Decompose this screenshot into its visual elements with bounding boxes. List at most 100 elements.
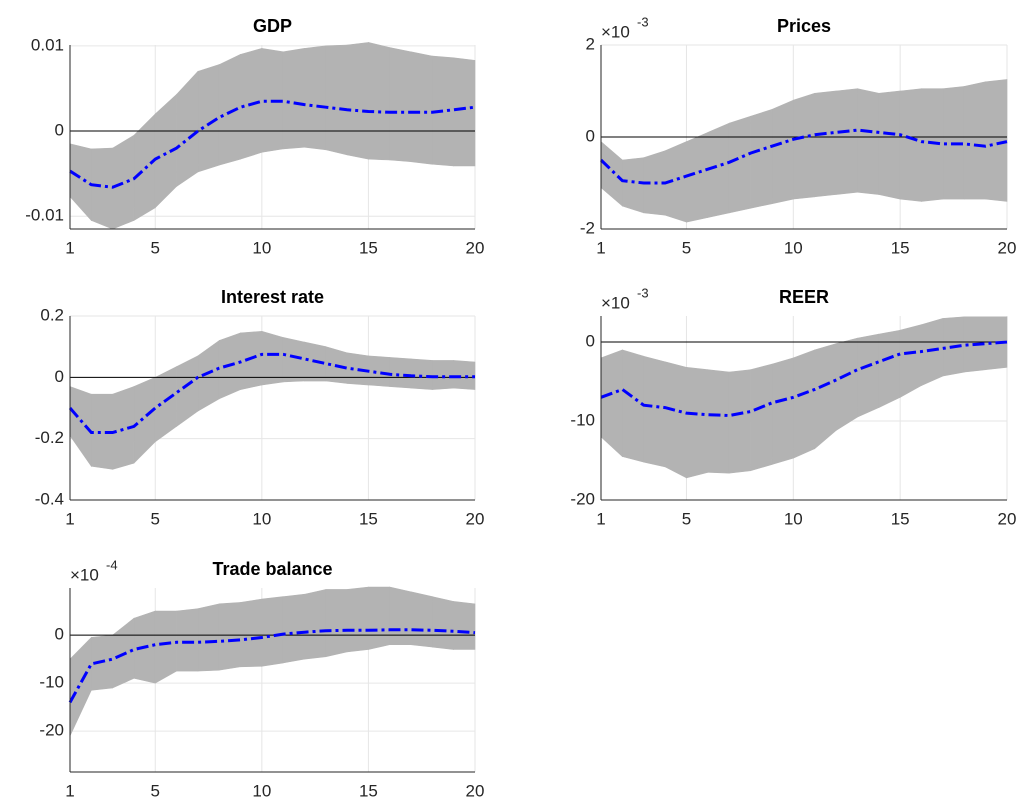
confidence-band — [389, 47, 412, 163]
confidence-band — [197, 339, 220, 412]
axis-multiplier: ×10 — [70, 565, 99, 584]
confidence-band — [197, 603, 220, 672]
confidence-band — [389, 357, 412, 389]
confidence-band — [112, 134, 135, 230]
x-tick-label: 10 — [252, 781, 271, 800]
x-tick-label: 20 — [466, 781, 485, 800]
confidence-band — [453, 601, 476, 650]
median-line — [600, 340, 1008, 418]
confidence-band — [686, 366, 709, 479]
confidence-band — [835, 337, 858, 432]
confidence-band — [176, 70, 199, 187]
y-tick-label: -0.01 — [25, 206, 64, 225]
x-tick-label: 15 — [891, 509, 910, 528]
confidence-band — [368, 355, 391, 387]
confidence-band — [814, 90, 837, 198]
confidence-band — [282, 48, 305, 150]
confidence-band — [240, 331, 263, 390]
subplot-title: REER — [779, 287, 829, 307]
median-line — [599, 128, 1008, 185]
x-tick-label: 5 — [151, 238, 160, 257]
confidence-band — [878, 90, 901, 200]
confidence-band — [643, 355, 666, 468]
x-tick-label: 15 — [891, 238, 910, 257]
confidence-band — [282, 593, 305, 664]
confidence-band — [432, 596, 454, 650]
confidence-band — [368, 42, 391, 161]
confidence-band — [368, 586, 391, 650]
confidence-band — [453, 57, 476, 167]
confidence-band — [921, 317, 944, 386]
y-tick-label: 0 — [55, 367, 64, 386]
axis-exponent: -3 — [637, 285, 649, 300]
y-tick-label: -0.4 — [35, 489, 64, 508]
confidence-band — [728, 369, 751, 474]
y-tick-label: -10 — [570, 411, 595, 430]
confidence-band — [389, 586, 412, 645]
axis-exponent: -3 — [637, 14, 649, 29]
confidence-band — [453, 360, 476, 390]
confidence-band — [771, 99, 794, 205]
x-tick-label: 15 — [359, 238, 378, 257]
subplot-title: GDP — [253, 16, 292, 36]
median-line — [68, 628, 476, 704]
y-tick-label: 0.01 — [31, 35, 64, 54]
confidence-band — [69, 386, 92, 468]
confidence-band — [622, 349, 645, 463]
x-tick-label: 1 — [65, 509, 74, 528]
confidence-band — [985, 79, 1008, 202]
confidence-band — [154, 610, 177, 684]
y-tick-label: 0 — [586, 126, 595, 145]
x-tick-label: 10 — [252, 509, 271, 528]
x-tick-label: 15 — [359, 509, 378, 528]
confidence-band — [600, 349, 623, 458]
confidence-band — [176, 608, 199, 672]
x-tick-label: 10 — [252, 238, 271, 257]
x-tick-label: 5 — [151, 781, 160, 800]
x-tick-label: 10 — [784, 238, 803, 257]
x-tick-label: 5 — [151, 509, 160, 528]
confidence-band — [133, 376, 156, 464]
confidence-band — [304, 45, 327, 151]
confidence-band — [728, 115, 751, 214]
confidence-band — [261, 596, 284, 667]
x-tick-label: 1 — [65, 781, 74, 800]
confidence-band — [750, 363, 773, 472]
confidence-band — [304, 589, 327, 660]
subplot-title: Prices — [777, 16, 831, 36]
confidence-band — [432, 360, 454, 390]
y-tick-label: -20 — [570, 489, 595, 508]
y-tick-label: 0 — [586, 332, 595, 351]
confidence-band — [600, 140, 623, 207]
confidence-band — [857, 88, 880, 195]
confidence-band — [410, 358, 433, 390]
confidence-band — [750, 108, 773, 209]
x-tick-label: 20 — [466, 509, 485, 528]
y-tick-label: 2 — [586, 34, 595, 53]
confidence-band — [664, 361, 687, 479]
y-tick-label: -10 — [39, 673, 64, 692]
x-tick-label: 1 — [596, 509, 605, 528]
confidence-band — [857, 333, 880, 418]
axis-multiplier: ×10 — [601, 22, 630, 41]
confidence-band — [707, 369, 730, 474]
confidence-band — [814, 343, 837, 450]
confidence-band — [410, 591, 433, 648]
confidence-band — [963, 81, 986, 200]
confidence-band — [899, 88, 922, 202]
confidence-band — [325, 589, 348, 658]
y-tick-label: 0 — [55, 121, 64, 140]
confidence-band — [240, 598, 263, 668]
x-tick-label: 5 — [682, 509, 691, 528]
subplot-title: Trade balance — [212, 559, 332, 579]
confidence-band — [69, 636, 92, 737]
confidence-band — [622, 157, 645, 214]
x-tick-label: 1 — [596, 238, 605, 257]
confidence-band — [686, 131, 709, 223]
confidence-band — [410, 51, 433, 165]
